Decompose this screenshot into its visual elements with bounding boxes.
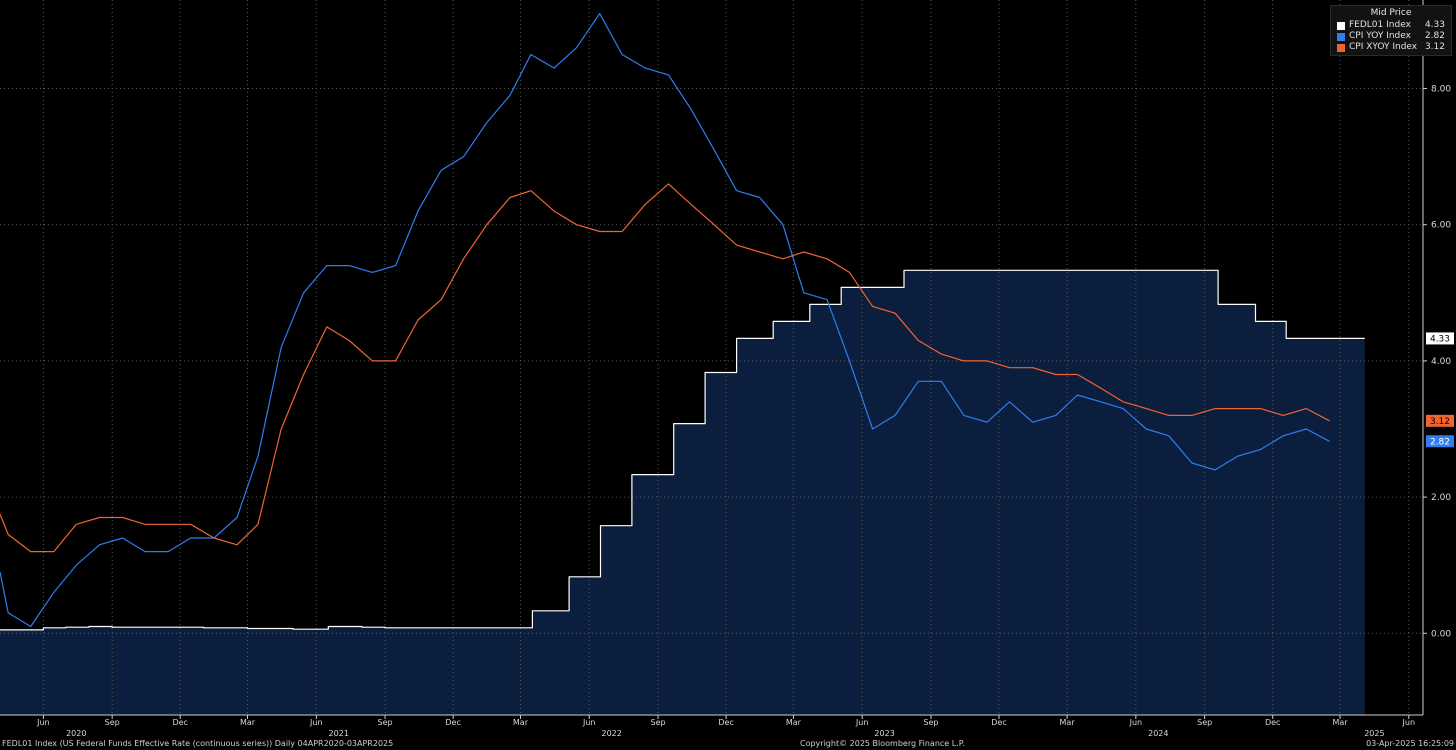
x-tick-label: Sep [105, 718, 120, 727]
y-tick-label: 6.00 [1431, 221, 1451, 231]
x-tick-label: Mar [1332, 718, 1348, 727]
chart-legend: Mid Price FEDL01 Index 4.33 CPI YOY Inde… [1330, 5, 1452, 56]
series-line-cpi-xyoy-index [0, 183, 1330, 553]
x-tick-label: Jun [36, 718, 50, 727]
x-tick-label: Jun [855, 718, 869, 727]
series-line-fedl01-index [0, 269, 1365, 631]
y-tick-label: 2.00 [1431, 493, 1451, 503]
last-value-tag: 2.82 [1426, 435, 1454, 448]
x-tick-label: Dec [445, 718, 460, 727]
last-value-tag-box [1426, 332, 1454, 345]
last-value-tag: 3.12 [1426, 414, 1454, 427]
legend-item-fedl01: FEDL01 Index 4.33 [1337, 20, 1445, 31]
x-tick-label: Dec [991, 718, 1006, 727]
legend-name: CPI XYOY Index [1349, 42, 1418, 52]
x-tick-label: Sep [923, 718, 938, 727]
legend-swatch-fedl01 [1337, 21, 1345, 30]
series-line-cpi-yoy-index [0, 13, 1330, 628]
x-tick-label: Mar [240, 718, 256, 727]
footer-copyright: Copyright© 2025 Bloomberg Finance L.P. [800, 739, 965, 748]
x-tick-label: Jun [309, 718, 323, 727]
x-tick-label: Jun [1129, 718, 1143, 727]
x-year-label: 2025 [1364, 729, 1384, 738]
legend-header: Mid Price [1370, 8, 1412, 18]
fedl01-area-fill [0, 270, 1365, 715]
last-value-tag-label: 4.33 [1430, 334, 1450, 344]
legend-item-cpi-xyoy: CPI XYOY Index 3.12 [1337, 42, 1445, 53]
legend-name: FEDL01 Index [1349, 20, 1411, 30]
x-tick-label: Dec [718, 718, 733, 727]
legend-name: CPI YOY Index [1349, 31, 1411, 41]
x-tick-label: Sep [650, 718, 665, 727]
x-year-label: 2020 [66, 729, 86, 738]
x-tick-label: Sep [378, 718, 393, 727]
x-tick-label: Sep [1197, 718, 1212, 727]
last-value-tag-box [1426, 414, 1454, 427]
x-tick-label: Dec [1265, 718, 1280, 727]
x-tick-label: Mar [513, 718, 529, 727]
x-tick-label: Mar [1060, 718, 1076, 727]
last-value-tag: 4.33 [1426, 332, 1454, 345]
last-value-tag-label: 3.12 [1430, 417, 1450, 427]
x-tick-label: Dec [172, 718, 187, 727]
legend-value: 4.33 [1424, 20, 1445, 30]
x-year-label: 2023 [874, 729, 894, 738]
x-tick-label: Jun [582, 718, 596, 727]
x-tick-label: Mar [786, 718, 802, 727]
footer-timestamp: 03-Apr-2025 16:25:09 [1366, 739, 1454, 748]
x-year-label: 2022 [601, 729, 621, 738]
footer-description: FEDL01 Index (US Federal Funds Effective… [2, 739, 394, 748]
x-year-label: 2021 [329, 729, 349, 738]
y-tick-label: 0.00 [1431, 629, 1451, 639]
legend-value: 3.12 [1424, 42, 1445, 52]
legend-item-cpi-yoy: CPI YOY Index 2.82 [1337, 31, 1445, 42]
last-value-tag-box [1426, 435, 1454, 448]
x-tick-label: Jun [1402, 718, 1416, 727]
y-tick-label: 4.00 [1431, 357, 1451, 367]
legend-value: 2.82 [1424, 31, 1445, 41]
last-value-tag-label: 2.82 [1430, 437, 1450, 447]
legend-swatch-cpi-yoy [1337, 32, 1345, 41]
x-year-label: 2024 [1148, 729, 1168, 738]
legend-swatch-cpi-xyoy [1337, 43, 1345, 52]
y-tick-label: 8.00 [1431, 85, 1451, 95]
